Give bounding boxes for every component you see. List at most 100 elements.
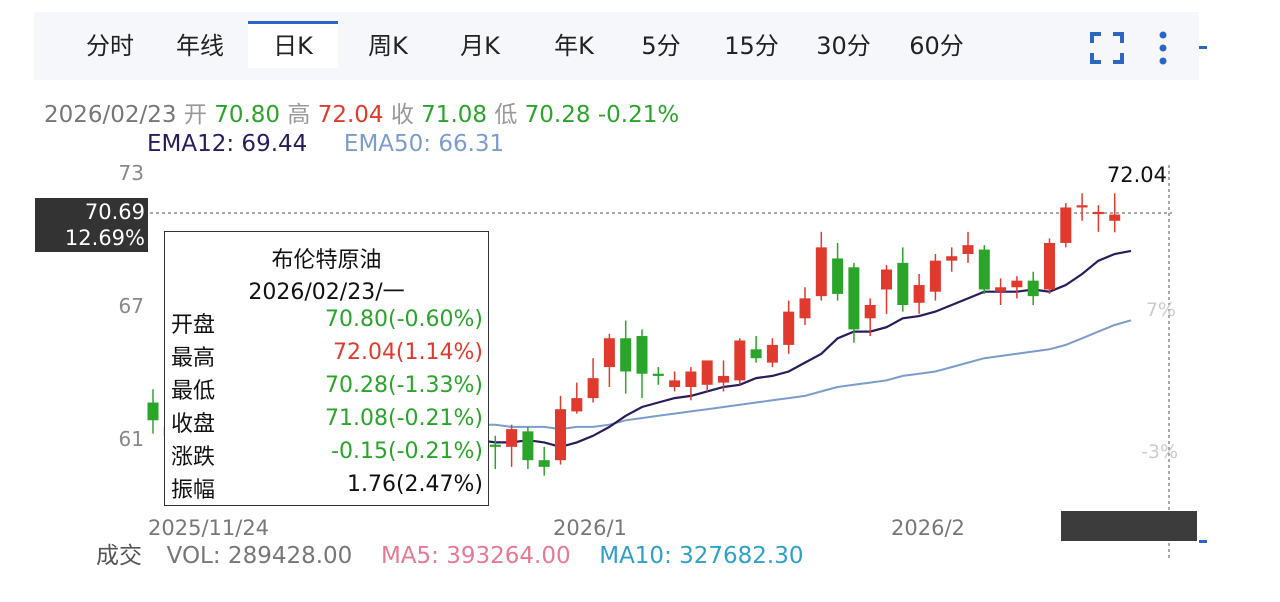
candle-body: [506, 429, 518, 447]
candle-body: [995, 287, 1007, 292]
candle-body: [669, 380, 681, 388]
tooltip-row-label: 最高: [171, 346, 216, 371]
period-tab-bar: [34, 12, 1199, 80]
candle-body: [701, 360, 713, 385]
change-pct: -0.21%: [597, 102, 680, 128]
y-tick-label: 67: [119, 294, 144, 318]
candle-body: [815, 247, 827, 297]
volume-line: 成交 VOL: 289428.00 MA5: 393264.00 MA10: 3…: [96, 536, 804, 570]
low-label: 低: [494, 102, 518, 128]
candle-body: [147, 402, 159, 421]
tooltip-row-value: 71.08(-0.21%): [325, 406, 483, 431]
candle-body: [587, 378, 599, 399]
crosshair-date-label: [1061, 511, 1197, 541]
ema50-label: EMA50: 66.31: [343, 131, 505, 157]
crosshair-price-label: 70.69 12.69%: [35, 198, 148, 252]
tab-1[interactable]: 年线: [176, 32, 224, 60]
tooltip-row: 开盘 70.80(-0.60%): [171, 307, 483, 340]
candle-body: [864, 305, 876, 319]
x-tick-label: 2026/2: [891, 516, 965, 540]
quote-date: 2026/02/23: [44, 102, 177, 128]
candle-body: [1044, 242, 1055, 290]
tooltip-row-label: 涨跌: [171, 445, 216, 470]
tooltip-row: 最低 70.28(-1.33%): [171, 373, 483, 406]
x-tick-label: 2026/1: [553, 516, 627, 540]
tooltip-row: 最高 72.04(1.14%): [171, 340, 483, 373]
vol-value: VOL: 289428.00: [166, 543, 353, 569]
ma10-value: MA10: 327682.30: [599, 543, 804, 569]
right-pct-label-top: 7%: [1146, 299, 1176, 321]
tab-2[interactable]: 日K: [248, 21, 338, 68]
tooltip-row-label: 最低: [171, 379, 216, 404]
candle-body: [522, 431, 534, 461]
right-pct-label-bottom: -3%: [1141, 441, 1178, 463]
open-label: 开: [183, 102, 207, 128]
candle-body: [538, 460, 550, 467]
candle-body: [929, 260, 941, 292]
tooltip-row: 振幅 1.76(2.47%): [171, 472, 483, 505]
candle-body: [1060, 207, 1072, 243]
tooltip-row: 涨跌 -0.15(-0.21%): [171, 439, 483, 472]
ema-line: EMA12: 69.44 EMA50: 66.31: [147, 131, 504, 157]
candle-body: [766, 344, 778, 363]
y-tick-label: 61: [119, 427, 144, 451]
tooltip-row-value: 1.76(2.47%): [346, 472, 483, 497]
fullscreen-icon[interactable]: [1090, 32, 1124, 64]
tooltip-row-value: 70.80(-0.60%): [325, 307, 483, 332]
candle-body: [620, 338, 632, 372]
high-value: 72.04: [317, 102, 384, 128]
right-edge-marker: [1199, 46, 1207, 49]
tab-6[interactable]: 5分: [641, 32, 681, 60]
tab-4[interactable]: 月K: [460, 32, 500, 60]
candle-body: [489, 444, 501, 447]
tooltip-date: 2026/02/23/一: [248, 280, 405, 305]
candle-body: [1011, 280, 1023, 288]
tooltip-row-label: 开盘: [171, 313, 216, 338]
tooltip-row-value: 72.04(1.14%): [332, 340, 483, 365]
tab-9[interactable]: 60分: [909, 32, 964, 60]
candle-body: [1092, 211, 1104, 215]
quote-line: 2026/02/23 开 70.80 高 72.04 收 71.08 低 70.…: [44, 95, 679, 129]
candle-body: [1027, 280, 1039, 297]
tab-5[interactable]: 年K: [554, 32, 594, 60]
crosshair-price: 70.69: [84, 200, 145, 224]
candle-body: [571, 398, 583, 412]
candle-body: [750, 349, 762, 359]
candle-body: [718, 375, 729, 383]
tab-8[interactable]: 30分: [816, 32, 871, 60]
tooltip-row-label: 收盘: [171, 412, 216, 437]
candle-body: [555, 409, 566, 461]
max-price-label: 72.04: [1107, 163, 1167, 187]
candle-body: [636, 336, 648, 374]
y-tick-label: 73: [119, 161, 144, 185]
candle-body: [783, 311, 795, 345]
candle-body: [1109, 214, 1121, 221]
tab-3[interactable]: 周K: [368, 32, 408, 60]
crosshair-pct: 12.69%: [64, 226, 145, 250]
candle-body: [962, 245, 974, 255]
tooltip-row-value: 70.28(-1.33%): [325, 373, 483, 398]
low-value: 70.28: [524, 102, 591, 128]
candle-body: [913, 285, 925, 303]
tab-7[interactable]: 15分: [724, 32, 779, 60]
tab-0[interactable]: 分时: [86, 32, 134, 60]
close-value: 71.08: [421, 102, 488, 128]
candle-body: [652, 373, 664, 376]
tooltip-name: 布伦特原油: [271, 248, 382, 273]
candle-body: [848, 267, 860, 330]
open-value: 70.80: [214, 102, 281, 128]
ema12-label: EMA12: 69.44: [147, 131, 308, 157]
candle-body: [799, 298, 811, 319]
tooltip-row-label: 振幅: [171, 478, 216, 503]
tooltip-row: 收盘 71.08(-0.21%): [171, 406, 483, 439]
candle-body: [946, 256, 958, 261]
close-label: 收: [390, 102, 414, 128]
high-label: 高: [287, 102, 311, 128]
x-tick-label: 2025/11/24: [148, 516, 269, 540]
candle-body: [734, 340, 746, 381]
ma5-value: MA5: 393264.00: [380, 543, 571, 569]
more-vertical-icon[interactable]: [1156, 30, 1170, 66]
candle-tooltip: 布伦特原油 2026/02/23/一 开盘 70.80(-0.60%) 最高 72.0…: [164, 231, 489, 506]
candle-body: [897, 262, 909, 305]
